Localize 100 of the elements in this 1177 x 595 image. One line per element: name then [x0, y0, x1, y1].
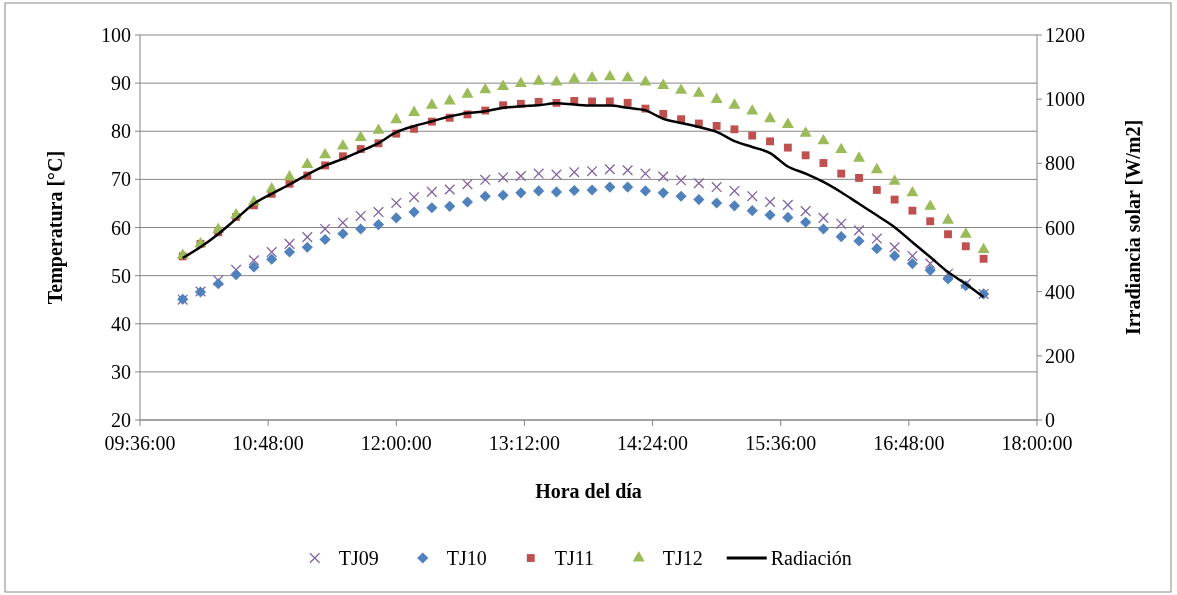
x-tick-label: 14:24:00 [617, 432, 689, 454]
point [248, 261, 260, 273]
point [622, 181, 634, 193]
point [766, 137, 774, 146]
point [711, 181, 723, 193]
point [603, 69, 616, 81]
y-axis-title: Temperatura [°C] [44, 150, 67, 305]
point [426, 186, 438, 198]
point [908, 206, 917, 215]
point [782, 199, 794, 211]
point [835, 142, 848, 153]
y-tick-label: 80 [111, 120, 131, 143]
y-tick-label: 90 [111, 72, 131, 95]
point [426, 202, 438, 214]
point [568, 184, 580, 197]
y2-tick-label: 200 [1045, 344, 1075, 367]
point [926, 217, 935, 226]
point [408, 191, 420, 203]
point [853, 224, 865, 236]
point [533, 168, 545, 180]
point [819, 159, 828, 167]
point [283, 170, 296, 181]
point [623, 98, 632, 107]
point [515, 187, 527, 199]
point [782, 211, 794, 223]
point [283, 246, 296, 258]
y2-tick-label: 400 [1045, 280, 1075, 303]
point [942, 273, 954, 285]
point [675, 83, 688, 94]
point [301, 241, 313, 253]
point [924, 199, 937, 210]
point [748, 131, 757, 140]
point [586, 165, 598, 177]
point [461, 87, 474, 98]
point [693, 194, 705, 206]
point [817, 223, 829, 235]
point [533, 185, 545, 197]
x-tick-label: 18:00:00 [1001, 432, 1073, 454]
legend-label: Radiación [770, 547, 852, 569]
point [764, 209, 776, 221]
x-tick-label: 09:36:00 [104, 432, 176, 454]
point [568, 166, 580, 178]
point [639, 75, 652, 86]
legend-label: TJ10 [446, 547, 487, 569]
point [372, 219, 385, 231]
legend-label: TJ09 [338, 547, 379, 569]
point [657, 187, 669, 199]
x-tick-label: 15:36:00 [745, 432, 817, 454]
point [657, 171, 669, 182]
point [906, 250, 918, 262]
point [319, 147, 332, 159]
point [675, 174, 687, 186]
point [639, 168, 651, 180]
point [853, 151, 865, 162]
point [870, 162, 883, 174]
point [906, 185, 919, 197]
point [550, 75, 563, 86]
point [373, 206, 384, 218]
x-axis-title: Hora del día [535, 480, 642, 502]
point [497, 189, 509, 201]
point [212, 278, 224, 290]
x-tick-label: 12:00:00 [360, 432, 432, 454]
point [604, 163, 616, 175]
point [924, 258, 936, 270]
y-tick-label: 70 [111, 168, 131, 191]
point [764, 111, 777, 123]
point [408, 206, 420, 218]
point [692, 86, 705, 97]
y2-axis-title: Irradiancia solar [W/m2] [1122, 119, 1144, 336]
point [961, 242, 970, 251]
point [355, 210, 367, 222]
y2-tick-label: 1200 [1045, 24, 1085, 46]
point [944, 230, 952, 239]
point [746, 190, 758, 202]
point [336, 139, 349, 150]
point [979, 254, 988, 263]
point [301, 231, 313, 243]
point [817, 212, 829, 224]
point [764, 196, 776, 208]
point [835, 231, 847, 243]
x-tick-label: 10:48:00 [232, 432, 304, 454]
point [284, 238, 295, 250]
point [462, 178, 473, 190]
point [319, 223, 331, 235]
point [230, 269, 242, 281]
point [711, 197, 723, 209]
point [710, 92, 723, 103]
point [266, 253, 278, 265]
point [551, 169, 562, 181]
point [977, 242, 990, 254]
point [532, 74, 545, 85]
point [783, 143, 792, 152]
point [871, 243, 883, 255]
point [746, 205, 758, 217]
point [390, 112, 403, 124]
point [550, 186, 563, 198]
point [354, 130, 367, 141]
legend-label: TJ12 [662, 547, 703, 569]
y2-tick-label: 800 [1045, 152, 1075, 175]
point [730, 125, 739, 134]
